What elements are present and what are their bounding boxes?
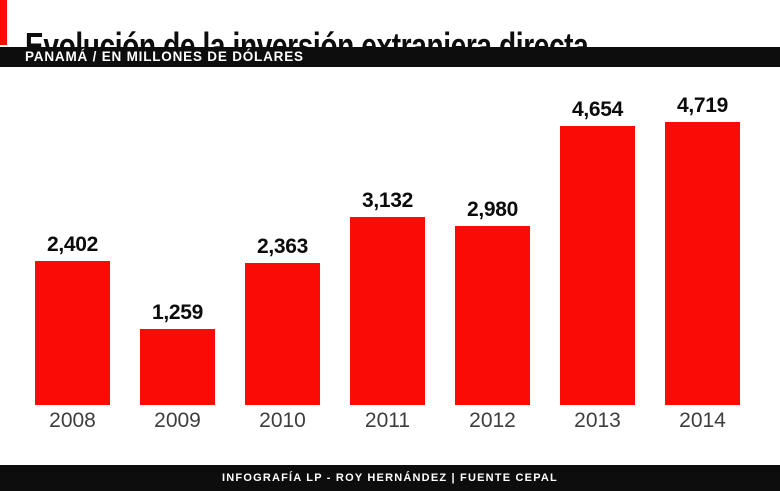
- bar-value-label: 1,259: [151, 301, 204, 324]
- bar: [350, 217, 425, 405]
- bar-column: 4,654: [560, 98, 635, 405]
- bar-value-label: 2,363: [256, 235, 309, 258]
- x-axis-label: 2012: [469, 409, 516, 432]
- bar-column: 3,132: [350, 189, 425, 405]
- x-axis-label: 2010: [259, 409, 306, 432]
- bar-column: 2,980: [455, 198, 530, 405]
- x-axis-label: 2008: [49, 409, 96, 432]
- bar-value-label: 2,402: [46, 233, 99, 256]
- bar: [35, 261, 110, 405]
- bar-column: 2,363: [245, 235, 320, 405]
- subtitle-label: PANAMÁ / EN MILLONES DE DÓLARES: [25, 49, 304, 64]
- bar-value-label: 4,654: [571, 98, 624, 121]
- footer-credit: INFOGRAFÍA LP - ROY HERNÁNDEZ | FUENTE C…: [222, 472, 558, 484]
- x-axis-label: 2009: [154, 409, 201, 432]
- bar-chart-area: 2,402 1,259 2,363 3,132 2,980 4,654 4,719: [35, 94, 740, 405]
- bar: [140, 329, 215, 405]
- bar-value-label: 4,719: [676, 94, 729, 117]
- red-accent-bar: [0, 0, 7, 45]
- bar: [455, 226, 530, 405]
- footer-band: INFOGRAFÍA LP - ROY HERNÁNDEZ | FUENTE C…: [0, 465, 780, 491]
- bar-column: 4,719: [665, 94, 740, 405]
- x-axis-label: 2013: [574, 409, 621, 432]
- bar: [245, 263, 320, 405]
- bar-value-label: 3,132: [361, 189, 414, 212]
- subtitle-band: PANAMÁ / EN MILLONES DE DÓLARES: [0, 47, 780, 67]
- x-axis-label: 2011: [364, 409, 411, 432]
- bar: [560, 126, 635, 405]
- bar: [665, 122, 740, 405]
- bar-column: 1,259: [140, 301, 215, 405]
- bar-value-label: 2,980: [466, 198, 519, 221]
- bar-column: 2,402: [35, 233, 110, 405]
- x-axis-label: 2014: [679, 409, 726, 432]
- x-axis-labels-row: 2008 2009 2010 2011 2012 2013 2014: [35, 409, 740, 433]
